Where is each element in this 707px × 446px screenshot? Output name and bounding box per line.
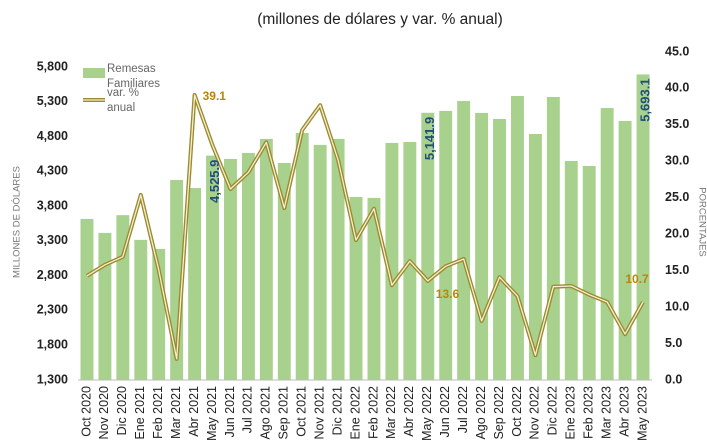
bar [241,152,255,380]
bar [224,158,237,380]
x-tick-label: Jul 2022 [456,386,470,433]
x-tick-label: Dic 2020 [115,386,129,435]
bar [385,142,399,380]
bar [80,218,94,380]
y2-tick-label: 0.0 [665,372,682,386]
y-axis-label: MILLONES DE DÓLARES [12,166,23,278]
legend-swatch [83,68,105,78]
bar-value-label: 5,141.9 [422,117,437,160]
legend-item: var. % anual [107,87,139,114]
y-tick-label: 1,300 [37,372,68,386]
x-tick-label: Ene 2022 [348,386,362,440]
bar [421,112,435,381]
x-tick-label: Ene 2021 [133,386,147,440]
x-tick-label: May 2022 [420,386,434,441]
y2-tick-label: 30.0 [665,154,689,168]
x-tick-label: Ago 2022 [474,386,488,440]
legend-item: Remesas Familiares [107,63,161,90]
line-highlight [86,94,644,360]
bar [277,162,291,380]
bar [349,196,363,380]
legend-label: Remesas Familiares [107,63,161,90]
x-tick-label: Feb 2023 [582,386,596,439]
x-tick-label: Oct 2021 [295,386,309,437]
bar [475,112,489,380]
y2-tick-label: 25.0 [665,190,689,204]
x-tick-label: Nov 2020 [97,386,111,440]
bar [546,96,560,380]
x-tick-label: Oct 2020 [79,386,93,437]
bar [206,155,219,380]
bar [98,232,112,380]
bar [331,138,345,380]
x-tick-label: Dic 2021 [330,386,344,435]
x-tick-label: May 2021 [205,386,219,441]
y2-tick-label: 35.0 [665,117,689,131]
chart-title: (millones de dólares y var. % anual) [257,11,503,28]
y-tick-label: 5,800 [37,59,68,73]
y-tick-label: 3,800 [37,198,68,212]
bar-value-label: 4,525.9 [207,160,222,203]
bar [367,197,381,380]
y2-tick-label: 40.0 [665,81,689,95]
y2-tick-label: 5.0 [665,336,682,350]
x-tick-label: Jun 2022 [438,386,452,437]
line-value-label: 10.7 [625,272,649,286]
bar [528,133,542,380]
x-tick-label: Abr 2021 [187,386,201,437]
x-tick-label: Abr 2023 [617,386,631,437]
x-tick-label: Mar 2022 [384,386,398,439]
bar [439,110,453,381]
bar [582,165,596,380]
y-tick-label: 4,800 [37,129,68,143]
x-tick-label: Oct 2022 [510,386,524,437]
y-tick-label: 4,300 [37,164,68,178]
y2-tick-label: 20.0 [665,227,689,241]
bar [188,188,202,380]
x-tick-label: Feb 2022 [366,386,380,439]
x-tick-label: Nov 2021 [312,386,326,440]
x-tick-label: Feb 2021 [151,386,165,439]
bar [600,108,614,380]
x-tick-label: Ene 2023 [564,386,578,440]
y2-tick-label: 10.0 [665,299,689,313]
x-tick-label: Nov 2022 [528,386,542,440]
x-tick-label: Sep 2021 [277,386,291,440]
y2-axis-label: PORCENTAJES [696,187,707,257]
bar [564,160,578,380]
bar [636,74,650,380]
line-value-label: 39.1 [203,89,227,103]
y-tick-label: 3,300 [37,233,68,247]
y2-tick-label: 45.0 [665,44,689,58]
bar [295,132,309,380]
x-tick-label: Mar 2021 [169,386,183,439]
y-tick-label: 5,300 [37,94,68,108]
y-tick-label: 2,800 [37,268,68,282]
bar [511,96,524,380]
x-tick-label: May 2023 [635,386,649,441]
bar [457,101,471,380]
bar [618,120,632,381]
x-tick-label: Dic 2022 [546,386,560,435]
x-tick-label: Jun 2021 [223,386,237,437]
y-tick-label: 1,800 [37,338,68,352]
bar [259,138,273,380]
bar [134,239,148,380]
bar [493,118,506,380]
x-tick-label: Sep 2022 [492,386,506,440]
bar-value-label: 5,693.1 [637,78,652,121]
x-tick-label: Jul 2021 [241,386,255,433]
y2-tick-label: 15.0 [665,263,689,277]
x-tick-label: Ago 2021 [259,386,273,440]
x-tick-label: Abr 2022 [402,386,416,437]
legend-label: var. % anual [107,87,139,114]
x-tick-label: Mar 2023 [599,386,613,439]
bar [313,144,327,380]
y-tick-label: 2,300 [37,303,68,317]
line-value-label: 13.6 [436,287,460,301]
